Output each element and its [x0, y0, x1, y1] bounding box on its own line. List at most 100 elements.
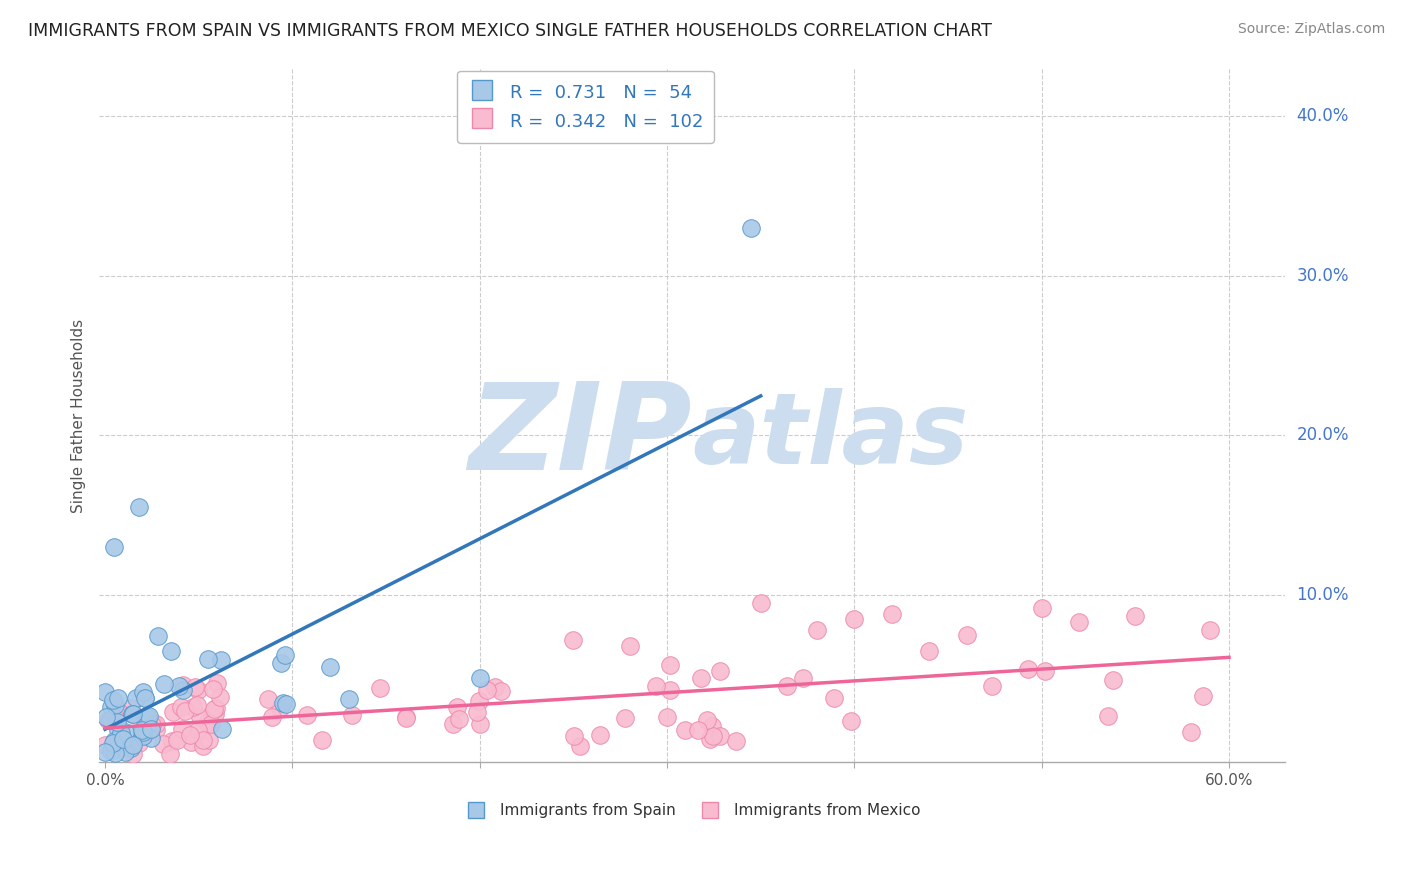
- Point: [138, 709, 160, 723]
- Point: [197, 652, 219, 666]
- Point: [111, 732, 134, 747]
- Point: [1199, 623, 1222, 637]
- Point: [159, 644, 181, 658]
- Point: [142, 716, 165, 731]
- Point: [880, 607, 903, 621]
- Point: [128, 736, 150, 750]
- Point: [160, 734, 183, 748]
- Point: [174, 704, 197, 718]
- Point: [205, 700, 228, 714]
- Point: [103, 540, 125, 554]
- Text: 20.0%: 20.0%: [1296, 426, 1348, 444]
- Point: [1097, 709, 1119, 723]
- Point: [152, 677, 174, 691]
- Point: [270, 656, 292, 670]
- Point: [186, 698, 208, 713]
- Point: [1069, 615, 1091, 629]
- Point: [1031, 600, 1053, 615]
- Point: [1125, 608, 1147, 623]
- Point: [167, 679, 190, 693]
- Text: atlas: atlas: [692, 388, 969, 484]
- Point: [956, 628, 979, 642]
- Point: [121, 707, 143, 722]
- Point: [94, 745, 117, 759]
- Point: [172, 683, 194, 698]
- Point: [792, 671, 814, 685]
- Point: [702, 729, 724, 743]
- Point: [183, 700, 205, 714]
- Point: [200, 709, 222, 723]
- Point: [159, 747, 181, 761]
- Point: [562, 729, 585, 743]
- Point: [562, 632, 585, 647]
- Point: [644, 680, 666, 694]
- Point: [122, 747, 145, 761]
- Point: [659, 683, 682, 698]
- Point: [152, 738, 174, 752]
- Point: [295, 707, 318, 722]
- Point: [145, 716, 167, 731]
- Point: [319, 659, 342, 673]
- Point: [1033, 664, 1056, 678]
- Point: [709, 664, 731, 678]
- Point: [844, 612, 866, 626]
- Point: [135, 710, 157, 724]
- Point: [191, 739, 214, 754]
- Point: [696, 714, 718, 728]
- Point: [337, 691, 360, 706]
- Text: Source: ZipAtlas.com: Source: ZipAtlas.com: [1237, 22, 1385, 37]
- Point: [276, 697, 298, 711]
- Point: [103, 736, 125, 750]
- Point: [188, 709, 211, 723]
- Point: [128, 500, 150, 515]
- Point: [139, 731, 162, 746]
- Point: [269, 701, 291, 715]
- Point: [170, 700, 193, 714]
- Y-axis label: Single Father Households: Single Father Households: [72, 318, 86, 513]
- Point: [465, 705, 488, 719]
- Point: [100, 744, 122, 758]
- Point: [120, 701, 142, 715]
- Point: [131, 726, 153, 740]
- Point: [395, 711, 418, 725]
- Point: [105, 715, 128, 730]
- Point: [125, 690, 148, 705]
- Point: [105, 713, 128, 727]
- Point: [201, 682, 224, 697]
- Point: [132, 685, 155, 699]
- Point: [134, 690, 156, 705]
- Point: [673, 723, 696, 737]
- Point: [447, 712, 470, 726]
- Point: [200, 716, 222, 731]
- Point: [162, 705, 184, 719]
- Point: [659, 658, 682, 673]
- Point: [980, 679, 1002, 693]
- Point: [776, 679, 799, 693]
- Point: [657, 710, 679, 724]
- Point: [1192, 689, 1215, 703]
- Point: [97, 713, 120, 727]
- Point: [1180, 725, 1202, 739]
- Point: [103, 734, 125, 748]
- Point: [104, 698, 127, 713]
- Point: [204, 706, 226, 721]
- Point: [114, 745, 136, 759]
- Point: [468, 717, 491, 731]
- Point: [202, 702, 225, 716]
- Point: [139, 723, 162, 737]
- Point: [700, 719, 723, 733]
- Point: [569, 739, 592, 754]
- Legend: Immigrants from Spain, Immigrants from Mexico: Immigrants from Spain, Immigrants from M…: [458, 797, 927, 824]
- Point: [122, 707, 145, 722]
- Point: [342, 708, 364, 723]
- Point: [740, 221, 762, 235]
- Point: [104, 738, 127, 752]
- Point: [839, 714, 862, 728]
- Point: [589, 728, 612, 742]
- Point: [145, 723, 167, 737]
- Point: [271, 696, 294, 710]
- Text: 10.0%: 10.0%: [1296, 586, 1348, 604]
- Point: [98, 713, 121, 727]
- Point: [101, 693, 124, 707]
- Point: [619, 639, 641, 653]
